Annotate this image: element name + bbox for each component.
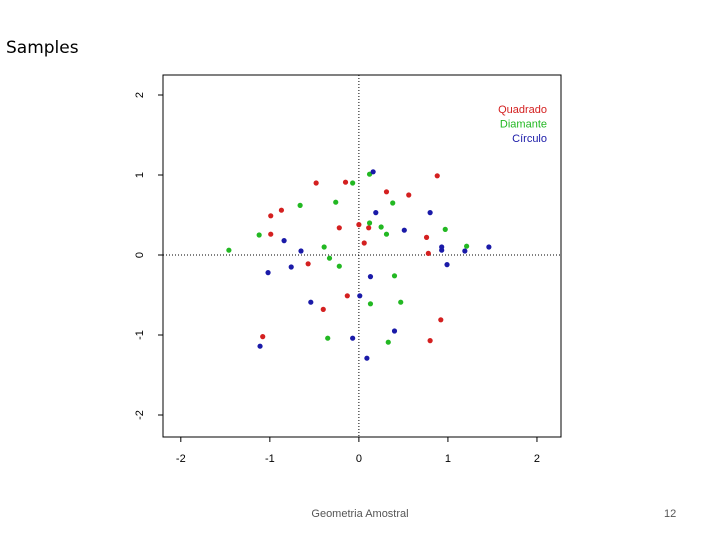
point: [265, 270, 271, 276]
point: [464, 243, 470, 249]
point: [268, 213, 274, 219]
point: [427, 338, 433, 344]
point: [320, 306, 326, 312]
point: [321, 244, 327, 250]
point: [383, 231, 390, 237]
point: [401, 227, 407, 233]
point: [350, 180, 356, 186]
page-number: 12: [664, 508, 677, 520]
y-tick-label: 2: [134, 92, 146, 98]
x-tick-label: -2: [176, 453, 186, 465]
legend-entry: Quadrado: [498, 104, 547, 116]
point: [438, 317, 444, 323]
point: [344, 293, 350, 299]
y-tick-label: 0: [134, 252, 146, 258]
point: [256, 232, 262, 238]
point: [366, 220, 373, 226]
point: [364, 355, 370, 361]
footer: Geometria Amostral: [311, 508, 409, 520]
point: [342, 179, 349, 185]
slide-title: Samples: [6, 38, 79, 58]
point: [367, 301, 374, 307]
point: [313, 180, 319, 186]
point: [350, 335, 356, 341]
point: [367, 274, 374, 280]
point: [391, 273, 398, 279]
point: [398, 299, 404, 305]
point: [434, 173, 440, 179]
y-tick-label: -1: [134, 330, 146, 340]
point: [385, 339, 391, 345]
point: [427, 210, 433, 216]
point: [391, 328, 398, 334]
point: [423, 234, 430, 240]
point: [257, 343, 263, 349]
point: [260, 334, 266, 340]
point: [356, 222, 362, 228]
plot-frame: [162, 74, 562, 438]
point: [278, 207, 285, 213]
point: [373, 210, 379, 216]
point: [336, 263, 342, 269]
x-tick-label: 0: [356, 453, 362, 465]
point: [308, 299, 314, 305]
point: [325, 335, 331, 341]
point: [378, 224, 384, 230]
point: [383, 189, 390, 195]
point: [361, 240, 367, 246]
point: [442, 226, 448, 232]
legend-entry: Diamante: [500, 118, 547, 130]
point: [425, 250, 431, 256]
point: [444, 262, 450, 268]
point: [268, 231, 274, 237]
point: [370, 169, 376, 175]
y-tick-label: -2: [134, 410, 146, 420]
point: [462, 248, 468, 254]
y-tick-label: 1: [134, 172, 146, 178]
point: [336, 225, 342, 231]
point: [333, 199, 339, 205]
point: [326, 255, 333, 261]
point: [390, 200, 396, 206]
point: [357, 293, 363, 299]
point: [439, 247, 445, 253]
point: [406, 192, 412, 198]
x-tick-label: 1: [445, 453, 451, 465]
point: [226, 247, 232, 253]
point: [486, 244, 492, 250]
point: [298, 248, 304, 254]
legend-entry: Círculo: [512, 133, 547, 145]
x-tick-label: -1: [265, 453, 275, 465]
point: [366, 225, 372, 231]
x-tick-label: 2: [534, 453, 540, 465]
point: [281, 238, 287, 244]
point: [288, 264, 294, 270]
point: [297, 202, 303, 208]
point: [305, 261, 311, 267]
